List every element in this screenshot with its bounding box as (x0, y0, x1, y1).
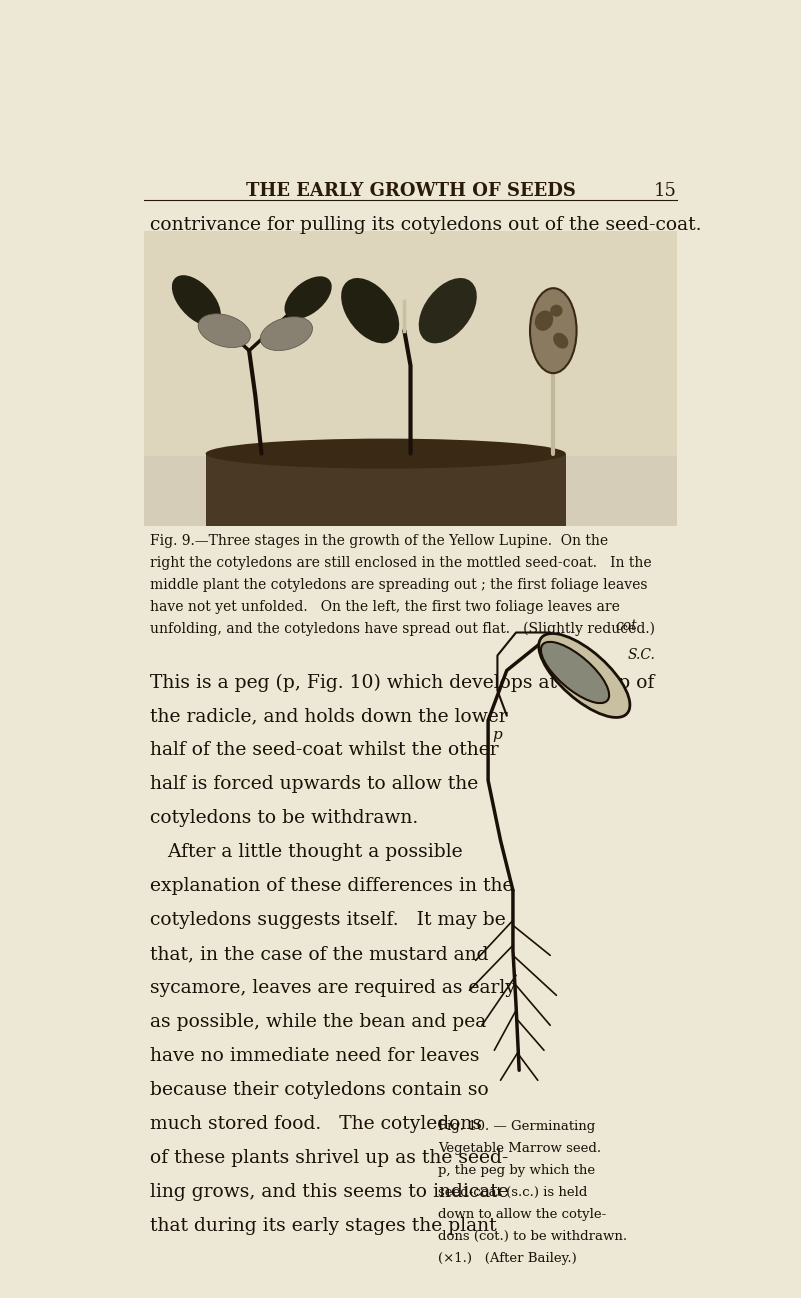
Ellipse shape (260, 317, 312, 350)
Ellipse shape (206, 439, 566, 469)
Ellipse shape (530, 288, 577, 373)
Ellipse shape (341, 278, 399, 344)
Text: dons (cot.) to be withdrawn.: dons (cot.) to be withdrawn. (438, 1231, 627, 1243)
FancyBboxPatch shape (143, 231, 678, 456)
Text: explanation of these differences in the: explanation of these differences in the (150, 877, 513, 896)
Text: have no immediate need for leaves: have no immediate need for leaves (150, 1047, 479, 1066)
Text: much stored food.   The cotyledons: much stored food. The cotyledons (150, 1115, 481, 1133)
Text: Fig. 10. — Germinating: Fig. 10. — Germinating (438, 1120, 596, 1133)
Text: middle plant the cotyledons are spreading out ; the first foliage leaves: middle plant the cotyledons are spreadin… (150, 578, 647, 592)
Text: Fig. 9.—Three stages in the growth of the Yellow Lupine.  On the: Fig. 9.—Three stages in the growth of th… (150, 533, 608, 548)
Text: (×1.)   (After Bailey.): (×1.) (After Bailey.) (438, 1253, 578, 1266)
Text: cotyledons to be withdrawn.: cotyledons to be withdrawn. (150, 810, 418, 827)
Text: After a little thought a possible: After a little thought a possible (150, 844, 462, 862)
Text: p: p (493, 728, 502, 742)
Text: ling grows, and this seems to indicate: ling grows, and this seems to indicate (150, 1184, 509, 1201)
Ellipse shape (198, 314, 251, 348)
Text: because their cotyledons contain so: because their cotyledons contain so (150, 1081, 489, 1099)
Text: 15: 15 (654, 182, 677, 200)
Text: half of the seed-coat whilst the other: half of the seed-coat whilst the other (150, 741, 498, 759)
Text: that, in the case of the mustard and: that, in the case of the mustard and (150, 945, 489, 963)
Text: have not yet unfolded.   On the left, the first two foliage leaves are: have not yet unfolded. On the left, the … (150, 600, 620, 614)
Text: seed-coat (s.c.) is held: seed-coat (s.c.) is held (438, 1186, 588, 1199)
Text: right the cotyledons are still enclosed in the mottled seed-coat.   In the: right the cotyledons are still enclosed … (150, 556, 651, 570)
Text: as possible, while the bean and pea: as possible, while the bean and pea (150, 1014, 486, 1032)
Text: S.C.: S.C. (628, 649, 656, 662)
Text: contrivance for pulling its cotyledons out of the seed-coat.: contrivance for pulling its cotyledons o… (150, 215, 702, 234)
Text: unfolding, and the cotyledons have spread out flat.   (Slightly reduced.): unfolding, and the cotyledons have sprea… (150, 622, 654, 636)
Text: the radicle, and holds down the lower: the radicle, and holds down the lower (150, 707, 507, 726)
Ellipse shape (553, 332, 569, 349)
Text: This is a peg (p, Fig. 10) which develops at the top of: This is a peg (p, Fig. 10) which develop… (150, 674, 654, 692)
Text: of these plants shrivel up as the seed-: of these plants shrivel up as the seed- (150, 1149, 508, 1167)
Ellipse shape (535, 310, 553, 331)
Ellipse shape (172, 275, 221, 326)
Text: down to allow the cotyle-: down to allow the cotyle- (438, 1208, 606, 1221)
Text: THE EARLY GROWTH OF SEEDS: THE EARLY GROWTH OF SEEDS (246, 182, 575, 200)
FancyBboxPatch shape (143, 231, 678, 526)
Text: cot: cot (615, 619, 637, 632)
Text: half is forced upwards to allow the: half is forced upwards to allow the (150, 775, 478, 793)
Ellipse shape (539, 633, 630, 718)
Text: that during its early stages the plant: that during its early stages the plant (150, 1218, 497, 1236)
Ellipse shape (541, 641, 609, 704)
Ellipse shape (284, 276, 332, 319)
Ellipse shape (550, 305, 562, 317)
Text: cotyledons suggests itself.   It may be: cotyledons suggests itself. It may be (150, 911, 505, 929)
Text: Vegetable Marrow seed.: Vegetable Marrow seed. (438, 1142, 602, 1155)
Text: sycamore, leaves are required as early: sycamore, leaves are required as early (150, 979, 516, 997)
Text: p, the peg by which the: p, the peg by which the (438, 1164, 596, 1177)
FancyBboxPatch shape (206, 453, 566, 526)
Ellipse shape (419, 278, 477, 344)
